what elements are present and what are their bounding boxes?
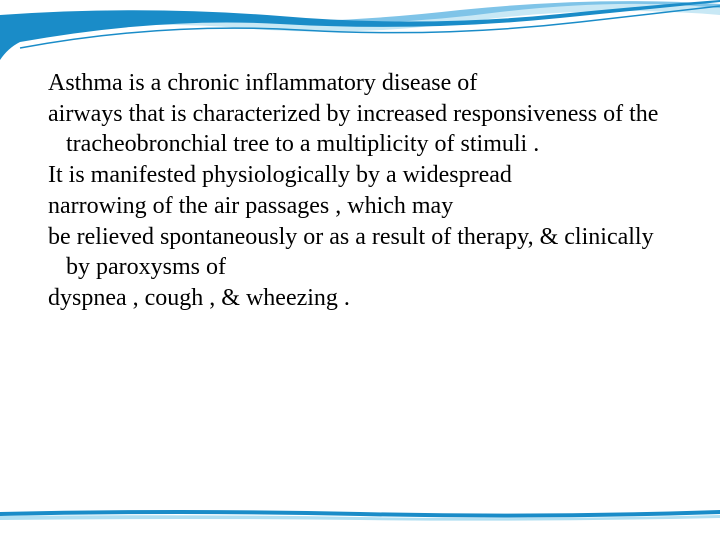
footer-svg [0, 508, 720, 522]
paragraph-6: dyspnea , cough , & wheezing . [48, 283, 680, 314]
slide-body-text: Asthma is a chronic inflammatory disease… [48, 68, 680, 314]
paragraph-2: airways that is characterized by increas… [48, 99, 680, 160]
paragraph-1: Asthma is a chronic inflammatory disease… [48, 68, 680, 99]
header-wave-decoration [0, 0, 720, 70]
paragraph-3: It is manifested physiologically by a wi… [48, 160, 680, 191]
paragraph-4: narrowing of the air passages , which ma… [48, 191, 680, 222]
footer-line-decoration [0, 508, 720, 522]
wave-svg [0, 0, 720, 70]
paragraph-5: be relieved spontaneously or as a result… [48, 222, 680, 283]
